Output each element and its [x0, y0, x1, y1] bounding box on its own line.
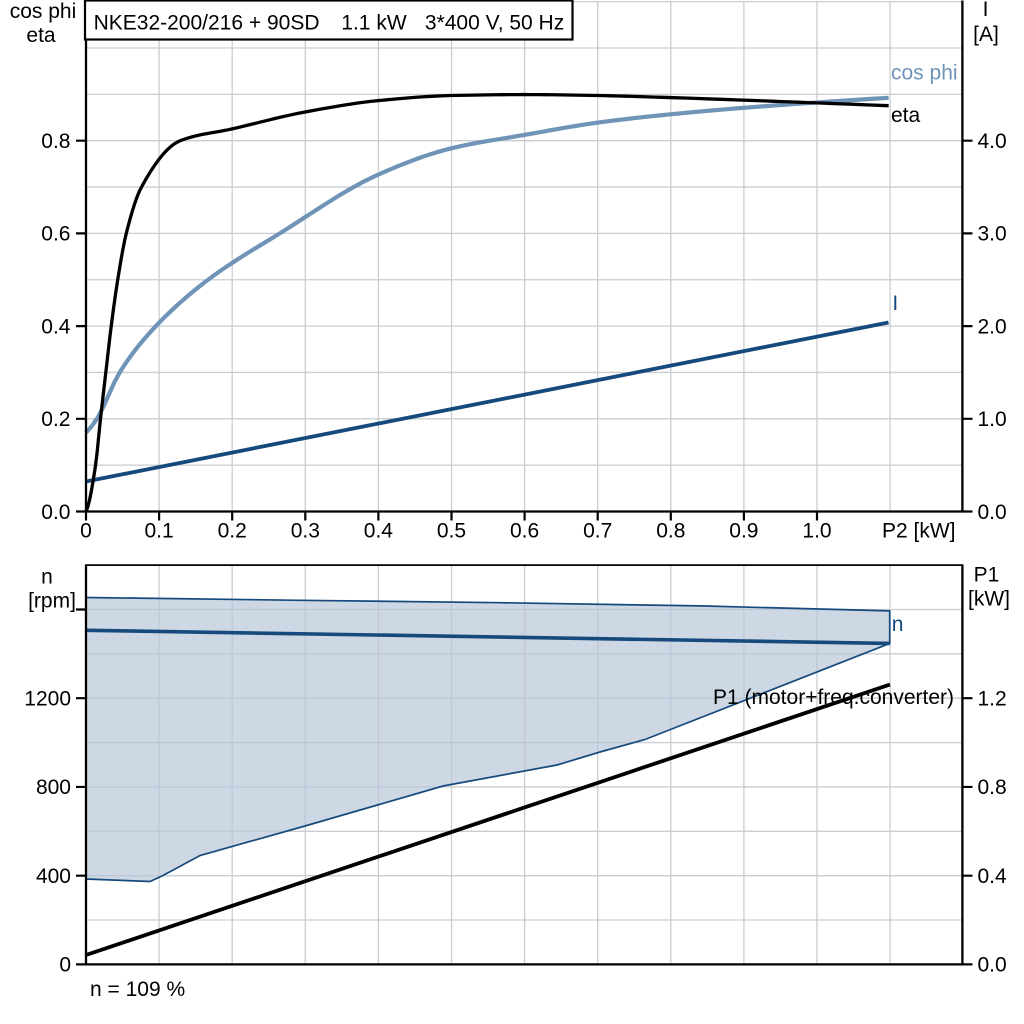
svg-text:n = 109 %: n = 109 % [90, 978, 185, 1001]
svg-text:P2 [kW]: P2 [kW] [882, 520, 956, 543]
svg-text:1.1 kW: 1.1 kW [341, 12, 407, 35]
svg-text:P1: P1 [974, 564, 1000, 587]
svg-text:0.4: 0.4 [364, 520, 394, 543]
svg-text:3.0: 3.0 [978, 223, 1007, 246]
svg-text:0.3: 0.3 [291, 520, 320, 543]
svg-text:0.4: 0.4 [978, 865, 1008, 888]
svg-text:3*400 V, 50 Hz: 3*400 V, 50 Hz [425, 12, 564, 35]
svg-text:0.6: 0.6 [510, 520, 539, 543]
svg-text:0.8: 0.8 [41, 130, 70, 153]
svg-text:cos phi: cos phi [10, 0, 77, 23]
svg-text:n: n [892, 613, 904, 636]
svg-text:0: 0 [59, 954, 71, 977]
svg-text:0.4: 0.4 [41, 315, 71, 338]
svg-text:1.0: 1.0 [978, 408, 1007, 431]
svg-text:2.0: 2.0 [978, 315, 1007, 338]
svg-text:1.2: 1.2 [978, 688, 1007, 711]
svg-text:0.0: 0.0 [978, 954, 1007, 977]
svg-text:1200: 1200 [24, 688, 71, 711]
svg-text:0.2: 0.2 [41, 408, 70, 431]
svg-text:0.1: 0.1 [144, 520, 173, 543]
svg-text:0.6: 0.6 [41, 223, 70, 246]
svg-text:eta: eta [891, 104, 921, 127]
svg-text:[A]: [A] [973, 23, 999, 46]
svg-text:[kW]: [kW] [968, 588, 1010, 611]
svg-text:P1 (motor+freq.converter): P1 (motor+freq.converter) [713, 686, 954, 709]
svg-text:0.8: 0.8 [978, 776, 1007, 799]
svg-text:400: 400 [36, 865, 71, 888]
svg-text:n: n [41, 566, 53, 589]
svg-text:NKE32-200/216 + 90SD: NKE32-200/216 + 90SD [94, 12, 320, 35]
svg-text:0.8: 0.8 [656, 520, 685, 543]
svg-text:0.0: 0.0 [41, 501, 70, 524]
svg-text:0.0: 0.0 [978, 501, 1007, 524]
svg-text:800: 800 [36, 776, 71, 799]
svg-text:0.5: 0.5 [437, 520, 466, 543]
svg-text:0.9: 0.9 [729, 520, 758, 543]
svg-text:I: I [983, 0, 989, 21]
svg-text:4.0: 4.0 [978, 130, 1007, 153]
svg-text:cos phi: cos phi [891, 62, 958, 85]
svg-text:0.7: 0.7 [583, 520, 612, 543]
svg-text:eta: eta [26, 24, 56, 47]
svg-text:1.0: 1.0 [802, 520, 831, 543]
svg-text:0.2: 0.2 [218, 520, 247, 543]
svg-text:I: I [892, 292, 898, 315]
svg-text:[rpm]: [rpm] [28, 590, 76, 613]
svg-text:0: 0 [80, 520, 92, 543]
